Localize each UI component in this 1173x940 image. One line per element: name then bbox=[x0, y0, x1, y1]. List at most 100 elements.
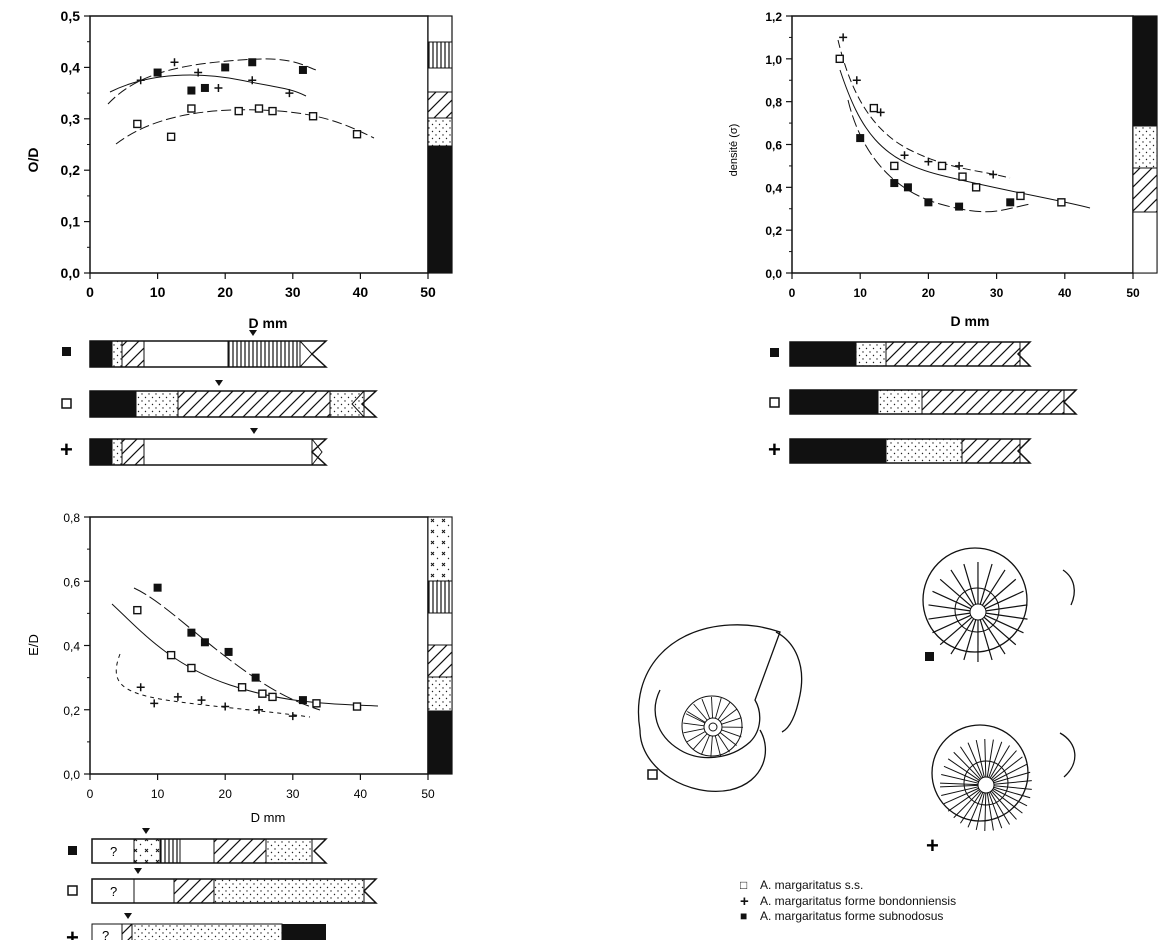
point-ss bbox=[237, 683, 247, 692]
point-ss bbox=[835, 54, 844, 64]
rib-line bbox=[979, 619, 993, 661]
point-bondonniensis bbox=[136, 76, 145, 85]
point-bondonniensis bbox=[214, 83, 223, 92]
rib-line bbox=[992, 756, 1023, 781]
point-subnodosus bbox=[924, 198, 933, 207]
bar-symbol-plus: + bbox=[60, 437, 73, 462]
x-tick-label: 50 bbox=[421, 787, 435, 801]
y-tick-label: 0,0 bbox=[765, 267, 782, 281]
rib-line bbox=[984, 792, 987, 831]
rib-line bbox=[989, 791, 1010, 825]
rib-line bbox=[683, 722, 705, 727]
ontogeny-bars-1: + bbox=[60, 330, 378, 466]
trend-ss bbox=[115, 109, 375, 145]
rib-line bbox=[985, 590, 1024, 610]
y-tick-label: 0,2 bbox=[61, 162, 81, 178]
rib-line bbox=[993, 785, 1032, 790]
point-subnodosus bbox=[200, 638, 209, 647]
point-subnodosus bbox=[187, 628, 196, 637]
rib-line bbox=[932, 590, 971, 610]
point-ss bbox=[234, 106, 243, 116]
point-subnodosus bbox=[298, 696, 307, 705]
point-subnodosus bbox=[1006, 198, 1015, 207]
x-tick-label: 0 bbox=[789, 286, 796, 300]
x-axis-label: D mm bbox=[951, 313, 990, 329]
point-bondonniensis bbox=[194, 68, 203, 77]
rib-line bbox=[692, 733, 708, 750]
x-tick-label: 10 bbox=[151, 787, 165, 801]
rib-line bbox=[979, 563, 993, 605]
rib-line bbox=[932, 614, 971, 634]
y-axis-label: densité (σ) bbox=[728, 124, 740, 177]
point-subnodosus bbox=[187, 86, 196, 95]
point-ss bbox=[312, 699, 321, 708]
point-ss bbox=[187, 663, 196, 673]
x-tick-label: 20 bbox=[922, 286, 936, 300]
y-tick-label: 0,5 bbox=[61, 8, 81, 24]
point-bondonniensis bbox=[900, 151, 909, 160]
point-ss bbox=[166, 132, 176, 141]
ontogeny-bars-2: + bbox=[768, 341, 1078, 464]
rib-line bbox=[984, 739, 987, 778]
rib-line bbox=[947, 758, 980, 781]
bar-symbol-filled bbox=[62, 347, 71, 356]
bar-symbol-plus: + bbox=[768, 437, 781, 462]
point-subnodosus bbox=[903, 183, 912, 192]
legend-symbol: ■ bbox=[740, 909, 748, 923]
rib-line bbox=[993, 771, 1031, 784]
plot-frame bbox=[791, 15, 1134, 274]
rib-line bbox=[941, 774, 979, 784]
drawing-symbol-filled bbox=[925, 652, 934, 661]
trend-bondonniensis bbox=[837, 39, 1011, 179]
rib-line bbox=[967, 792, 984, 828]
y-axis-label: E/D bbox=[26, 634, 41, 656]
rib-line bbox=[940, 784, 979, 788]
rib-line bbox=[953, 751, 981, 780]
rib-line bbox=[992, 789, 1023, 814]
rib-line bbox=[990, 750, 1017, 780]
y-tick-label: 0,0 bbox=[61, 265, 81, 281]
x-tick-label: 40 bbox=[353, 284, 369, 300]
legend-symbol: + bbox=[740, 892, 749, 910]
rib-line bbox=[701, 698, 711, 719]
x-axis-label: D mm bbox=[249, 315, 288, 331]
point-bondonniensis bbox=[924, 157, 933, 166]
rib-line bbox=[685, 713, 706, 724]
rib-line bbox=[990, 790, 1017, 820]
chart-od: 0,0 0,1 0,2 0,3 0,4 0,5 0 10 20 30 40 50 O/D D mm bbox=[25, 8, 453, 331]
bar-symbol-filled bbox=[770, 348, 779, 357]
point-bondonniensis bbox=[170, 58, 179, 67]
point-bondonniensis bbox=[285, 89, 294, 98]
rib-line bbox=[711, 697, 713, 719]
point-ss bbox=[890, 161, 899, 171]
point-bondonniensis bbox=[839, 33, 848, 42]
x-tick-label: 30 bbox=[990, 286, 1004, 300]
x-tick-label: 0 bbox=[86, 284, 94, 300]
y-tick-label: 0,4 bbox=[63, 640, 80, 654]
x-tick-label: 20 bbox=[217, 284, 233, 300]
ammonite-drawing-bondonniensis: + bbox=[926, 724, 1076, 858]
rib-line bbox=[981, 618, 1006, 655]
trend-ss bbox=[839, 69, 1091, 209]
rib-line bbox=[983, 578, 1017, 608]
legend-label: A. margaritatus forme subnodosus bbox=[760, 909, 944, 923]
rib-line bbox=[717, 702, 731, 720]
bar-symbol-open bbox=[769, 397, 780, 408]
x-tick-label: 20 bbox=[219, 787, 233, 801]
y-tick-label: 0,1 bbox=[61, 214, 81, 230]
y-tick-label: 0,8 bbox=[765, 96, 782, 110]
point-bondonniensis bbox=[288, 712, 297, 721]
point-subnodosus bbox=[856, 134, 865, 143]
point-subnodosus bbox=[153, 68, 162, 77]
rib-line bbox=[693, 703, 708, 721]
rib-line bbox=[967, 742, 984, 778]
y-tick-label: 0,3 bbox=[61, 111, 81, 127]
point-bondonniensis bbox=[852, 76, 861, 85]
x-tick-label: 10 bbox=[150, 284, 166, 300]
rib-line bbox=[992, 788, 1028, 807]
ammonite-drawing-subnodosus bbox=[922, 547, 1075, 663]
y-tick-label: 0,4 bbox=[765, 181, 782, 195]
rib-line bbox=[975, 739, 985, 778]
point-ss bbox=[869, 103, 879, 113]
